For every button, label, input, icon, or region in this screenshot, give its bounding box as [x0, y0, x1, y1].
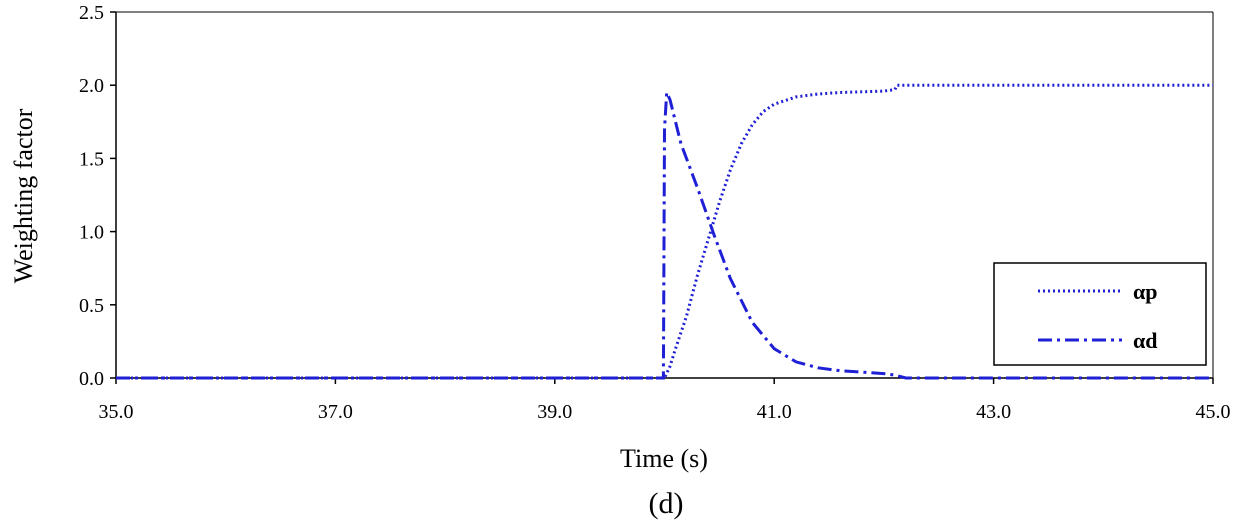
y-tick-label: 0.5 — [79, 295, 104, 317]
y-axis-title: Weighting factor — [9, 108, 38, 283]
x-tick-label: 35.0 — [99, 401, 134, 423]
x-tick-label: 41.0 — [757, 401, 792, 423]
series-line-ad — [116, 91, 1213, 380]
legend-box — [993, 262, 1207, 366]
plot-area — [116, 83, 1213, 380]
figure-caption: (d) — [649, 487, 684, 520]
y-tick-label: 0.0 — [79, 368, 104, 390]
y-tick-label: 2.0 — [79, 75, 104, 97]
legend-label-ap: αp — [1133, 279, 1158, 304]
legend-label-ad: αd — [1133, 328, 1158, 353]
x-tick-label: 43.0 — [976, 401, 1011, 423]
x-tick-label: 45.0 — [1196, 401, 1231, 423]
y-tick-label: 2.5 — [79, 2, 104, 24]
y-tick-label: 1.0 — [79, 222, 104, 244]
series-line-ap — [116, 83, 1213, 380]
x-tick-label: 37.0 — [318, 401, 353, 423]
x-tick-label: 39.0 — [537, 401, 572, 423]
legend: αp αd — [993, 262, 1207, 366]
y-tick-label: 1.5 — [79, 148, 104, 170]
x-axis-title: Time (s) — [620, 444, 708, 473]
